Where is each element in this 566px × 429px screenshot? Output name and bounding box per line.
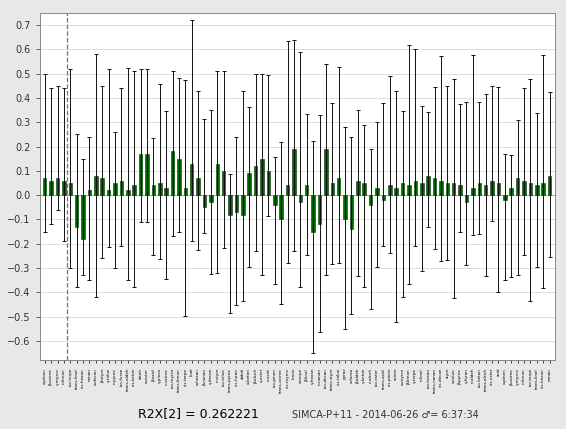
Bar [82,195,85,239]
Bar [254,166,258,195]
Bar [331,183,334,195]
Bar [548,176,551,195]
Bar [119,181,123,195]
Bar [241,195,245,214]
Bar [299,195,302,202]
Bar [177,159,181,195]
Bar [203,195,206,207]
Bar [267,171,270,195]
Text: SIMCA-P+11 - 2014-06-26 ♂= 6:37:34: SIMCA-P+11 - 2014-06-26 ♂= 6:37:34 [291,410,478,420]
Bar [113,183,117,195]
Bar [458,185,462,195]
Bar [190,163,194,195]
Bar [471,188,475,195]
Bar [305,185,308,195]
Bar [62,181,66,195]
Bar [107,190,110,195]
Bar [478,183,481,195]
Bar [235,195,238,212]
Bar [503,195,507,200]
Bar [344,195,347,219]
Bar [209,195,213,202]
Text: R2X[2] = 0.262221: R2X[2] = 0.262221 [138,407,259,420]
Bar [126,190,130,195]
Bar [369,195,372,205]
Bar [529,183,532,195]
Bar [222,171,225,195]
Bar [388,185,392,195]
Bar [535,185,538,195]
Bar [337,178,340,195]
Bar [509,188,513,195]
Bar [94,176,97,195]
Bar [516,178,520,195]
Bar [497,183,500,195]
Bar [216,163,219,195]
Bar [228,195,232,214]
Bar [183,188,187,195]
Bar [439,181,443,195]
Bar [375,188,379,195]
Bar [426,176,430,195]
Bar [395,188,398,195]
Bar [273,195,277,205]
Bar [350,195,353,229]
Bar [260,159,264,195]
Bar [318,195,321,224]
Bar [356,181,359,195]
Bar [484,185,487,195]
Bar [401,183,404,195]
Bar [522,181,526,195]
Bar [465,195,468,202]
Bar [286,185,289,195]
Bar [542,183,545,195]
Bar [490,181,494,195]
Bar [407,185,411,195]
Bar [311,195,315,232]
Bar [158,183,161,195]
Bar [362,183,366,195]
Bar [247,173,251,195]
Bar [452,183,456,195]
Bar [414,181,417,195]
Bar [75,195,79,227]
Bar [101,178,104,195]
Bar [381,195,385,200]
Bar [152,185,155,195]
Bar [145,154,149,195]
Bar [324,149,328,195]
Bar [292,149,295,195]
Bar [49,181,53,195]
Bar [445,183,449,195]
Bar [433,178,436,195]
Bar [56,178,59,195]
Bar [68,183,72,195]
Bar [132,185,136,195]
Bar [139,154,142,195]
Bar [171,151,174,195]
Bar [196,178,200,195]
Bar [280,195,283,219]
Bar [88,190,91,195]
Bar [420,183,423,195]
Bar [43,178,46,195]
Bar [164,188,168,195]
